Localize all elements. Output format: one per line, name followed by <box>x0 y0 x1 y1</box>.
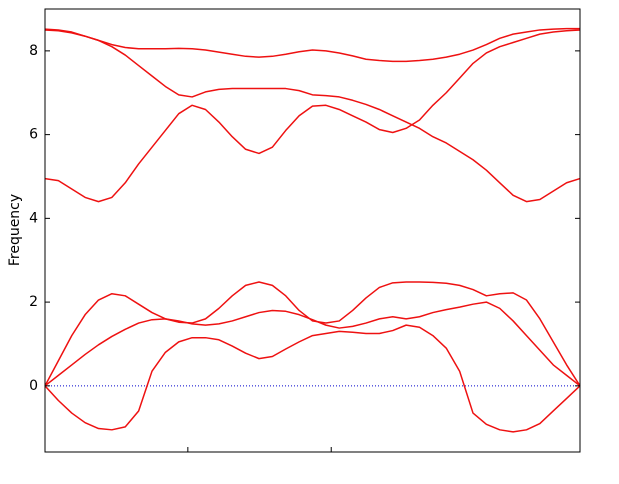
y-axis-label: Frequency <box>7 194 23 266</box>
plot-frame <box>44 8 581 453</box>
band-line <box>44 29 581 203</box>
band-line <box>44 27 580 63</box>
band-line <box>44 324 581 433</box>
band-line <box>44 301 581 387</box>
band-line <box>44 29 581 203</box>
y-tick-label: 0 <box>29 378 38 394</box>
y-tick-label: 2 <box>29 294 38 310</box>
y-tick-label: 8 <box>29 43 38 59</box>
band-line <box>44 281 581 387</box>
y-tick-label: 6 <box>29 127 38 143</box>
y-tick-label: 4 <box>29 210 38 226</box>
